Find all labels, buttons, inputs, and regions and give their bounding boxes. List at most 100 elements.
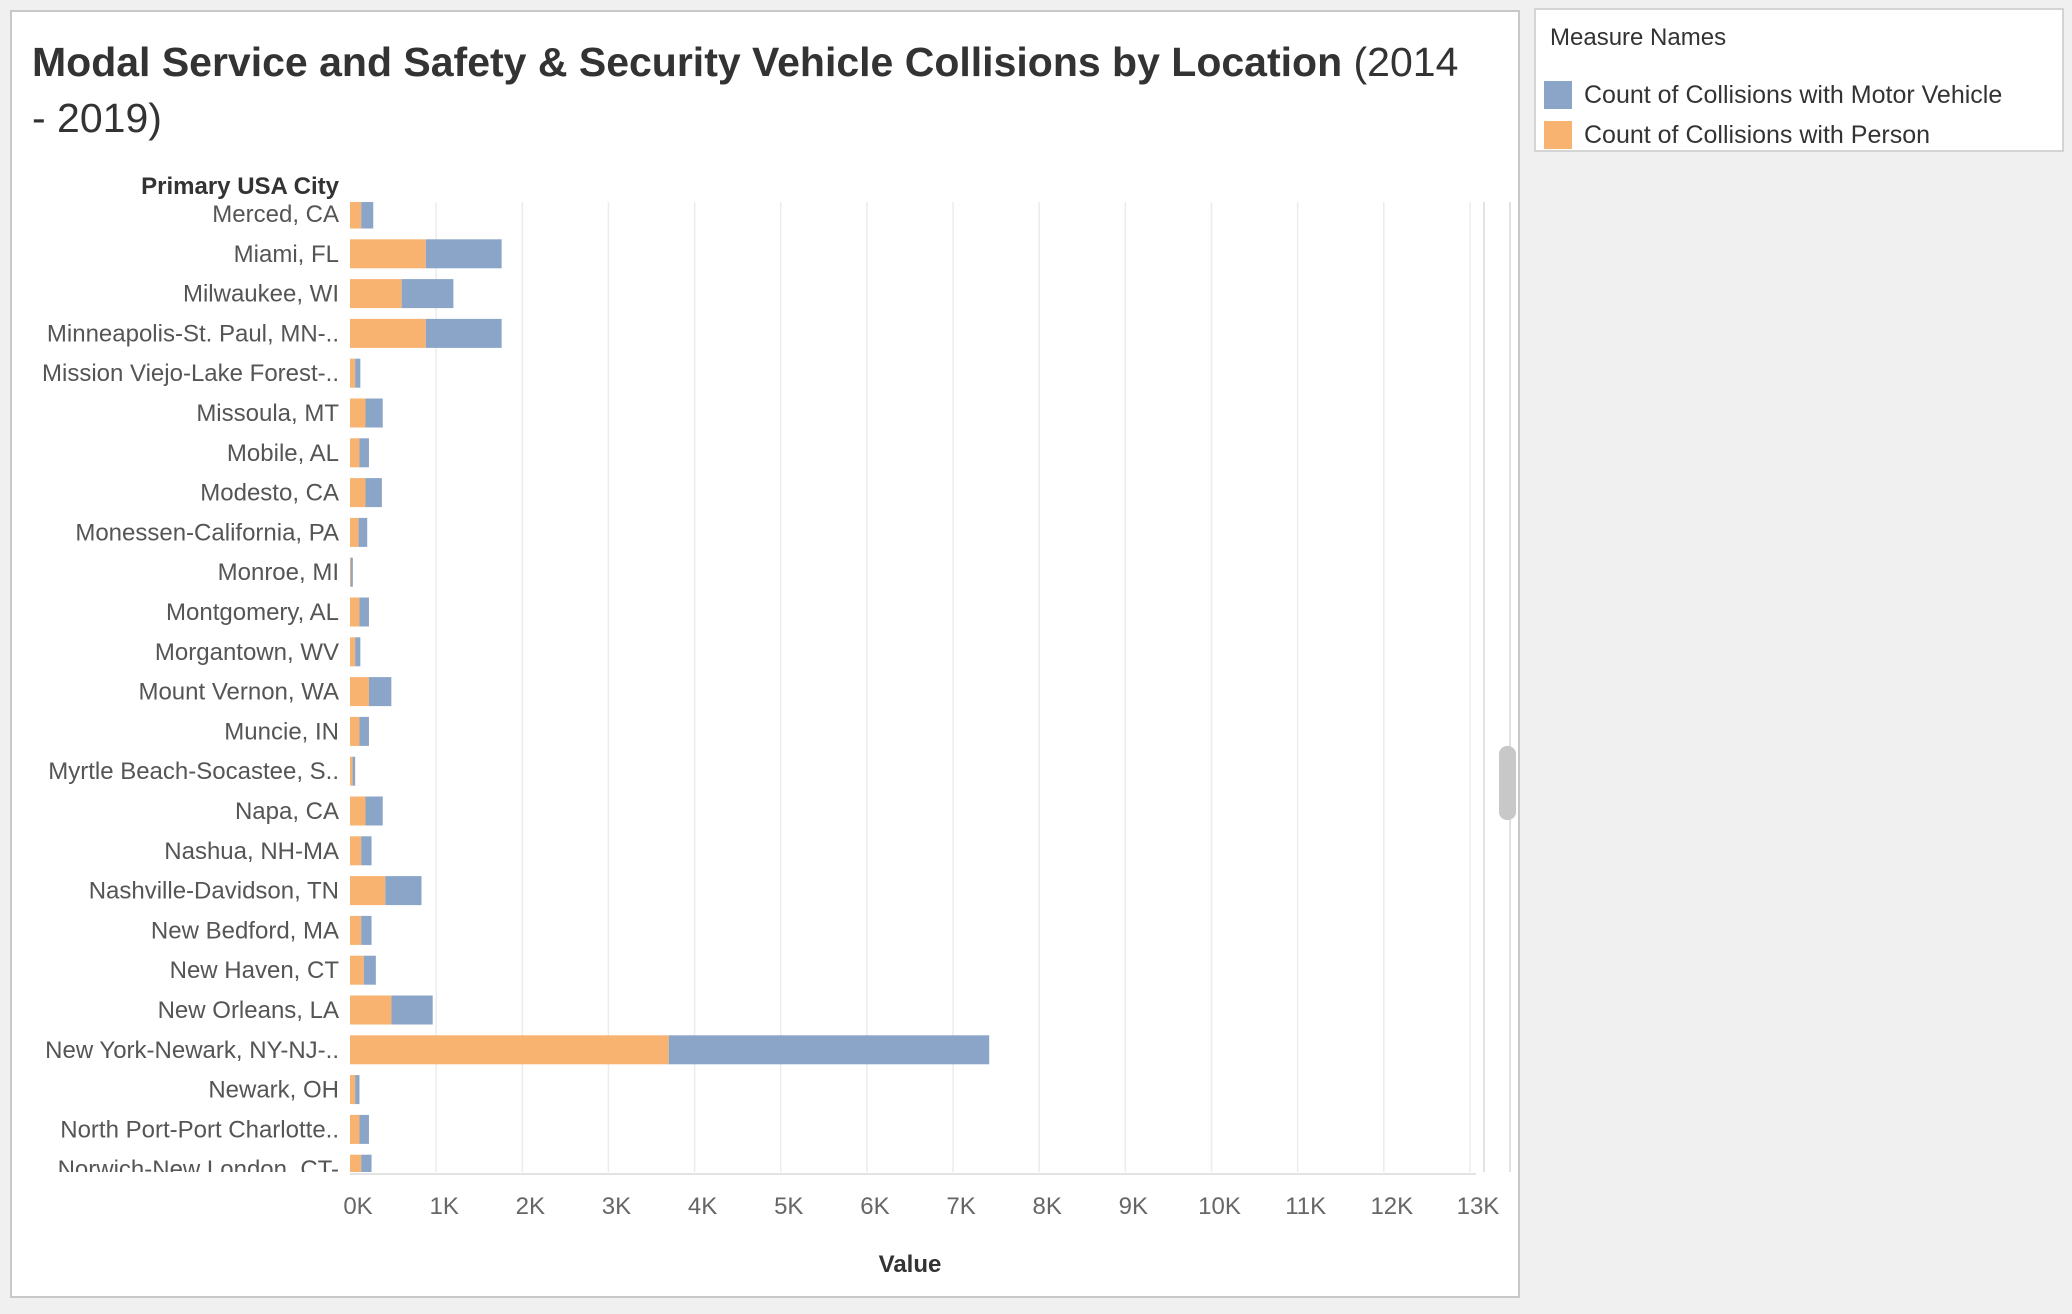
legend-title: Measure Names [1550,24,1727,51]
x-tick-label: 0K [343,1193,372,1220]
category-label: Milwaukee, WI [183,281,339,308]
bar-motor-vehicle [365,398,383,428]
bar-motor-vehicle [358,517,368,547]
legend-swatch-motor-vehicle [1544,81,1572,109]
bar-person [350,955,364,985]
gridlines [435,202,1471,1172]
bar-motor-vehicle [425,318,502,348]
x-tick-label: 2K [516,1193,545,1220]
category-label: Newark, OH [208,1077,339,1104]
category-label: Morgantown, WV [155,639,339,666]
bar-person [350,597,360,627]
bar-motor-vehicle [425,239,502,269]
bar-motor-vehicle [391,995,433,1025]
bars [350,202,990,1172]
bar-motor-vehicle [385,876,422,906]
category-label: Merced, CA [212,201,339,228]
bar-motor-vehicle [355,637,361,667]
bar-person [350,438,360,468]
bar-motor-vehicle [361,202,374,229]
category-label: Minneapolis-St. Paul, MN-.. [47,320,339,347]
chart-area: Merced, CA Miami, FL Milwaukee, WI Minneapo… [42,173,1511,1278]
bar-person [350,1075,356,1105]
category-label: New York-Newark, NY-NJ-.. [45,1037,339,1064]
bar-person [350,796,366,826]
chart-title-years: (2014 - 2019) [32,39,1459,141]
bar-person [350,398,366,428]
bar-motor-vehicle [359,716,369,746]
viz-panel: Modal Service and Safety & Security Vehi… [10,10,1520,1298]
category-label: Montgomery, AL [166,599,339,626]
legend-item-motor-vehicle[interactable]: Count of Collisions with Motor Vehicle [1544,78,2054,112]
x-tick-label: 4K [688,1193,717,1220]
x-tick-label: 6K [860,1193,889,1220]
category-label: Monessen-California, PA [75,519,339,546]
bar-motor-vehicle [350,557,353,587]
bar-motor-vehicle [668,1035,990,1065]
bar-person [350,1114,360,1144]
bar-motor-vehicle [365,478,382,508]
legend-item-person[interactable]: Count of Collisions with Person [1544,118,2054,152]
bar-person [350,716,360,746]
bar-person [350,478,366,508]
bar-motor-vehicle [361,915,372,945]
bar-person [350,1154,362,1172]
bar-motor-vehicle [359,438,369,468]
x-tick-label: 7K [946,1193,975,1220]
bar-person [350,202,362,229]
bar-motor-vehicle [359,597,369,627]
category-label: North Port-Port Charlotte.. [60,1116,339,1143]
legend-label-motor-vehicle: Count of Collisions with Motor Vehicle [1584,80,2003,109]
bar-motor-vehicle [355,1075,360,1105]
bar-person [350,915,362,945]
x-axis: 0K 1K 2K 3K 4K 5K 6K 7K 8K 9K 10K 11K 12K 13K [343,1173,1500,1220]
x-tick-label: 1K [429,1193,458,1220]
category-label: Modesto, CA [200,480,339,507]
category-label: Miami, FL [234,241,339,268]
x-tick-label: 9K [1119,1193,1148,1220]
x-tick-label: 3K [602,1193,631,1220]
x-tick-label: 11K [1285,1193,1326,1220]
category-label: Mission Viejo-Lake Forest-.. [42,360,339,387]
category-label: Mobile, AL [227,440,339,467]
bar-motor-vehicle [359,1114,369,1144]
bar-person [350,358,356,388]
category-label: Mount Vernon, WA [138,679,339,706]
x-tick-label: 13K [1457,1193,1500,1220]
scrollbar-thumb[interactable] [1499,746,1516,820]
chart-title-main: Modal Service and Safety & Security Vehi… [32,39,1343,85]
bar-person [350,836,362,866]
bar-person [350,637,356,667]
bar-motor-vehicle [365,796,383,826]
category-label: Missoula, MT [196,400,339,427]
x-tick-label: 8K [1033,1193,1062,1220]
bar-motor-vehicle [401,279,454,309]
category-label: Nashville-Davidson, TN [89,878,339,905]
bar-motor-vehicle [352,756,356,786]
bar-person [350,239,426,269]
category-label: Monroe, MI [218,559,339,586]
category-label: New Orleans, LA [158,997,339,1024]
legend-label-person: Count of Collisions with Person [1584,120,1930,149]
bar-motor-vehicle [361,836,372,866]
row-header: Primary USA City [141,173,340,200]
bar-person [350,876,386,906]
bar-motor-vehicle [355,358,361,388]
bar-person [350,318,426,348]
bar-person [350,995,392,1025]
legend-swatch-person [1544,121,1572,149]
bar-person [350,279,402,309]
x-axis-title: Value [879,1251,942,1278]
bar-person [350,677,369,707]
category-label: Napa, CA [235,798,339,825]
x-tick-label: 5K [774,1193,803,1220]
bar-motor-vehicle [368,677,392,707]
x-tick-label: 12K [1370,1193,1413,1220]
chart-title: Modal Service and Safety & Security Vehi… [32,34,1472,146]
category-label: Norwich-New London, CT- [58,1156,339,1183]
category-label: Myrtle Beach-Socastee, S.. [48,758,339,785]
bar-motor-vehicle [363,955,376,985]
category-labels: Merced, CA Miami, FL Milwaukee, WI Minneapo… [42,201,339,1183]
legend: Measure Names Count of Collisions with M… [1534,8,2064,152]
bar-person [350,517,359,547]
